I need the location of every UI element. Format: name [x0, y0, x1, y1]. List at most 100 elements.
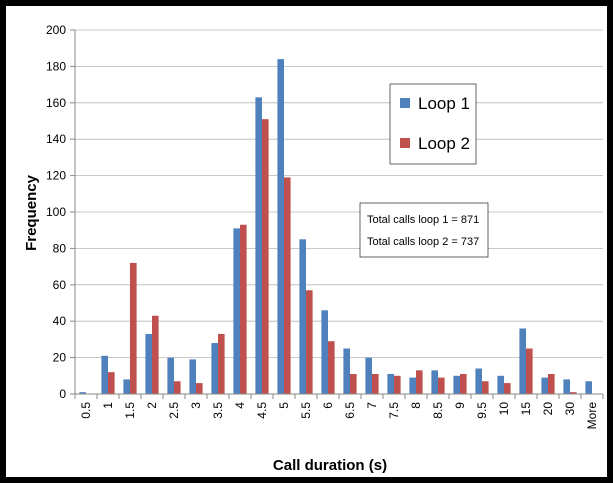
x-tick-label: 15 [519, 402, 533, 416]
bar-loop-1-9 [453, 375, 460, 394]
x-tick-label: 4.5 [255, 402, 269, 419]
annotation-total-loop-1: Total calls loop 1 = 871 [367, 214, 479, 226]
x-tick-label: 2.5 [167, 402, 181, 419]
y-tick-label: 0 [59, 387, 66, 401]
bar-loop-1-8 [409, 377, 416, 394]
bar-loop-2-5 [284, 177, 291, 394]
bar-loop-1-5_5 [299, 239, 306, 394]
bar-loop-2-10 [504, 383, 511, 394]
bar-loop-2-9 [460, 373, 467, 394]
annotation-box: Total calls loop 1 = 871 Total calls loo… [359, 202, 489, 258]
bar-loop-1-3_5 [211, 343, 218, 394]
bar-loop-1-20 [541, 377, 548, 394]
bar-loop-1-15 [519, 328, 526, 394]
y-tick-labels: 0 20 40 60 80 100 120 140 160 180 200 [46, 23, 66, 401]
y-tick-label: 60 [53, 278, 67, 292]
bar-loop-1-4 [233, 228, 240, 394]
bar-loop-2-4 [240, 224, 247, 394]
bars [79, 59, 592, 395]
bar-loop-2-20 [548, 373, 555, 394]
bar-loop-2-15 [526, 348, 533, 394]
x-tick-label: 1.5 [123, 402, 137, 419]
y-tick-label: 200 [46, 23, 66, 37]
legend-box [389, 83, 477, 165]
gridlines [70, 29, 603, 395]
bar-loop-2-7_5 [394, 375, 401, 394]
bar-loop-2-8_5 [438, 377, 445, 394]
bar-loop-1-10 [497, 375, 504, 394]
bar-loop-2-8 [416, 370, 423, 394]
y-tick-label: 20 [53, 351, 67, 365]
bar-loop-1-7 [365, 357, 372, 394]
bar-loop-1-2_5 [167, 357, 174, 394]
y-tick-label: 160 [46, 96, 66, 110]
bar-loop-2-30 [570, 392, 577, 394]
x-tick-label: 4 [233, 402, 247, 409]
bar-loop-2-4_5 [262, 119, 269, 395]
bar-loop-1-8_5 [431, 370, 438, 394]
bar-loop-2-5_5 [306, 290, 313, 394]
y-axis-title: Frequency [23, 174, 40, 251]
bar-loop-1-7_5 [387, 373, 394, 394]
annotation-border [359, 202, 489, 258]
bar-loop-1-5 [277, 59, 284, 395]
x-tick-label: 0.5 [79, 402, 93, 419]
axes [74, 30, 604, 399]
annotation-total-loop-2: Total calls loop 2 = 737 [367, 236, 479, 248]
y-tick-label: 80 [53, 241, 67, 255]
x-axis-title: Call duration (s) [273, 457, 387, 474]
bar-loop-2-2_5 [174, 381, 181, 394]
bar-loop-1-6 [321, 310, 328, 394]
bar-loop-1-more [585, 381, 592, 394]
x-tick-label: 9.5 [475, 402, 489, 419]
legend-label-loop-2: Loop 2 [418, 134, 470, 153]
bar-loop-2-9_5 [482, 381, 489, 394]
bar-loop-2-3_5 [218, 333, 225, 394]
y-tick-label: 100 [46, 205, 66, 219]
bar-loop-2-3 [196, 383, 203, 394]
x-tick-label: 30 [563, 402, 577, 416]
bar-loop-1-2 [145, 333, 152, 394]
x-tick-label: 6.5 [343, 402, 357, 419]
x-tick-label: 8.5 [431, 402, 445, 419]
x-tick-label: 9 [453, 402, 467, 409]
bar-loop-1-4_5 [255, 97, 262, 394]
bar-loop-1-6_5 [343, 348, 350, 394]
x-tick-label: More [585, 402, 599, 430]
y-tick-label: 120 [46, 169, 66, 183]
bar-loop-2-6_5 [350, 373, 357, 394]
bar-loop-2-2 [152, 315, 159, 394]
bar-loop-1-1_5 [123, 379, 130, 394]
x-tick-label: 7 [365, 402, 379, 409]
x-tick-label: 2 [145, 402, 159, 409]
legend-swatch-loop-2 [400, 138, 410, 148]
bar-loop-2-7 [372, 373, 379, 394]
x-tick-label: 8 [409, 402, 423, 409]
x-tick-label: 5 [277, 402, 291, 409]
bar-loop-2-6 [328, 341, 335, 394]
bar-loop-1-9_5 [475, 368, 482, 394]
y-tick-label: 180 [46, 59, 66, 73]
bar-loop-1-30 [563, 379, 570, 394]
x-tick-label: 6 [321, 402, 335, 409]
bar-loop-2-1_5 [130, 262, 137, 394]
legend-swatch-loop-1 [400, 98, 410, 108]
x-tick-label: 3 [189, 402, 203, 409]
x-tick-label: 3.5 [211, 402, 225, 419]
bar-loop-2-1 [108, 372, 115, 394]
x-tick-label: 10 [497, 402, 511, 416]
bar-loop-1-0_5 [79, 392, 86, 394]
legend-label-loop-1: Loop 1 [418, 94, 470, 113]
x-tick-label: 5.5 [299, 402, 313, 419]
x-tick-label: 7.5 [387, 402, 401, 419]
x-tick-label: 1 [101, 402, 115, 409]
x-tick-label: 20 [541, 402, 555, 416]
x-tick-labels: 0.5 1 1.5 2 2.5 3 3.5 4 4.5 5 5.5 6 6.5 7 7.5 8 8.5 9 9.5 1… [79, 402, 599, 430]
y-tick-label: 140 [46, 132, 66, 146]
legend: Loop 1 Loop 2 [389, 83, 477, 165]
bar-loop-1-1 [101, 355, 108, 394]
bar-loop-1-3 [189, 359, 196, 394]
y-tick-label: 40 [53, 314, 67, 328]
